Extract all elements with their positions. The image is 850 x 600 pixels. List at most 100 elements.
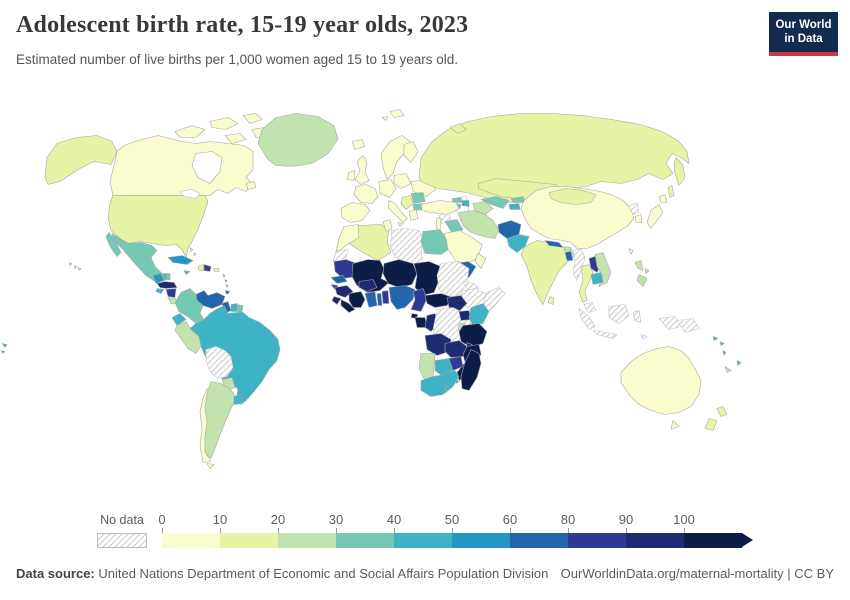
owid-logo[interactable]: Our World in Data — [769, 12, 838, 56]
country-cuba[interactable] — [167, 255, 194, 265]
country-eritrea[interactable] — [462, 281, 480, 290]
legend-segment-100+[interactable] — [684, 533, 742, 548]
country-oman[interactable] — [474, 253, 487, 269]
legend-segment-0-10[interactable] — [162, 533, 220, 548]
country-bolivia[interactable] — [205, 346, 234, 379]
country-svalbard[interactable] — [381, 109, 405, 121]
country-mexico[interactable] — [105, 232, 171, 282]
country-mongolia[interactable] — [548, 188, 597, 205]
legend-color-bar[interactable] — [162, 533, 742, 548]
country-lesotho[interactable] — [444, 384, 450, 391]
country-ireland[interactable] — [346, 170, 356, 181]
country-togo[interactable] — [376, 293, 383, 306]
country-france[interactable] — [353, 184, 379, 204]
country-canada-arctic[interactable] — [174, 113, 269, 144]
country-bhutan[interactable] — [563, 246, 572, 252]
country-turkmenistan[interactable] — [472, 201, 494, 215]
country-sudan[interactable] — [436, 261, 470, 298]
country-vietnam[interactable] — [594, 252, 612, 287]
country-cambodia[interactable] — [590, 272, 604, 285]
country-papua-new-guinea[interactable] — [676, 318, 700, 333]
country-iran[interactable] — [458, 210, 500, 239]
country-fiji-west[interactable] — [0, 343, 8, 354]
country-madagascar[interactable] — [460, 349, 482, 391]
country-south-korea[interactable] — [634, 214, 643, 223]
country-argentina[interactable] — [204, 381, 235, 459]
country-liberia[interactable] — [340, 299, 356, 313]
country-australia[interactable] — [620, 346, 702, 430]
legend-segment-60-80[interactable] — [510, 533, 568, 548]
country-solomon-islands[interactable] — [712, 336, 725, 346]
country-nigeria[interactable] — [388, 285, 416, 310]
country-niger[interactable] — [382, 259, 418, 288]
country-russia[interactable] — [418, 113, 690, 203]
country-japan[interactable] — [646, 194, 668, 229]
country-united-states[interactable] — [107, 195, 209, 258]
country-nicaragua[interactable] — [165, 288, 177, 298]
country-cote-divoire[interactable] — [348, 291, 366, 308]
country-newfoundland[interactable] — [245, 181, 257, 190]
country-greenland[interactable] — [257, 113, 339, 167]
country-bahamas[interactable] — [189, 247, 197, 256]
country-trinidad[interactable] — [224, 290, 231, 295]
country-iceland[interactable] — [351, 139, 366, 150]
country-philippines[interactable] — [634, 260, 650, 287]
legend-segment-80-90[interactable] — [568, 533, 626, 548]
country-eswatini[interactable] — [455, 379, 460, 384]
country-zambia[interactable] — [444, 340, 468, 358]
country-finland[interactable] — [403, 141, 419, 163]
country-senegal[interactable] — [330, 275, 348, 284]
legend-segment-40-50[interactable] — [394, 533, 452, 548]
country-belize[interactable] — [163, 273, 168, 280]
country-italy[interactable] — [387, 200, 408, 227]
country-uruguay[interactable] — [232, 394, 243, 405]
country-french-guiana[interactable] — [236, 304, 244, 313]
country-romania[interactable] — [410, 192, 426, 204]
country-dominican-republic[interactable] — [203, 264, 212, 272]
country-puerto-rico[interactable] — [213, 268, 220, 272]
country-haiti[interactable] — [197, 264, 205, 271]
country-norway-sweden[interactable] — [380, 135, 411, 180]
country-timor[interactable] — [640, 334, 648, 340]
country-malaysia[interactable] — [583, 302, 597, 313]
country-greece[interactable] — [408, 209, 419, 221]
country-tunisia[interactable] — [382, 219, 393, 232]
country-united-kingdom[interactable] — [354, 155, 370, 185]
country-peru[interactable] — [174, 321, 202, 354]
country-colombia[interactable] — [174, 288, 205, 324]
country-germany[interactable] — [378, 179, 397, 198]
country-georgia[interactable] — [451, 197, 463, 203]
country-china[interactable] — [520, 186, 635, 249]
country-north-korea[interactable] — [628, 202, 640, 215]
legend-segment-10-20[interactable] — [220, 533, 278, 548]
country-myanmar[interactable] — [572, 248, 586, 281]
legend-no-data-swatch[interactable] — [97, 533, 147, 548]
country-ghana[interactable] — [364, 291, 378, 308]
country-novaya-zemlya[interactable] — [449, 123, 467, 134]
country-sierra-leone[interactable] — [331, 296, 342, 305]
country-canada[interactable] — [109, 135, 254, 196]
country-taiwan[interactable] — [628, 248, 634, 255]
country-balkans[interactable] — [400, 195, 414, 210]
country-suriname[interactable] — [230, 303, 238, 312]
country-azerbaijan[interactable] — [461, 200, 470, 207]
country-cameroon[interactable] — [410, 288, 428, 312]
legend-segment-90-100[interactable] — [626, 533, 684, 548]
country-uzbekistan[interactable] — [480, 196, 510, 209]
country-kamchatka[interactable] — [667, 157, 686, 198]
country-el-salvador[interactable] — [155, 288, 165, 294]
country-bangladesh[interactable] — [564, 251, 574, 261]
country-poland[interactable] — [393, 173, 412, 189]
country-lesser-antilles[interactable] — [222, 274, 229, 288]
legend-segment-20-30[interactable] — [278, 533, 336, 548]
country-libya[interactable] — [389, 228, 424, 264]
footer-link[interactable]: OurWorldinData.org/maternal-mortality | … — [560, 566, 834, 581]
country-jamaica[interactable] — [183, 270, 191, 275]
country-spain-portugal[interactable] — [340, 202, 371, 223]
country-benin[interactable] — [381, 290, 390, 304]
legend-segment-50-60[interactable] — [452, 533, 510, 548]
country-tajikistan[interactable] — [508, 203, 521, 210]
country-chad[interactable] — [413, 261, 442, 296]
country-new-caledonia[interactable] — [724, 366, 732, 373]
country-vanuatu[interactable] — [722, 350, 727, 356]
